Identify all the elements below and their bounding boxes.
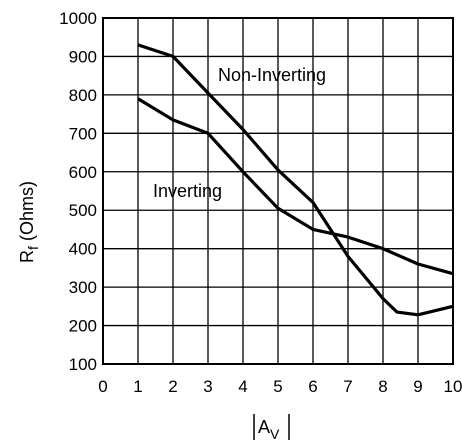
y-tick-labels: 100 200 300 400 500 600 700 800 900 1000 (59, 9, 97, 374)
x-tick-labels: 0 1 2 3 4 5 6 7 8 9 10 (98, 377, 462, 396)
y-axis-label-main: R (17, 250, 37, 263)
series-layer (137, 43, 454, 317)
y-tick-label: 800 (69, 86, 97, 105)
x-tick-label: 8 (378, 377, 387, 396)
series-label-inverting: Inverting (153, 181, 222, 201)
x-tick-label: 6 (308, 377, 317, 396)
series-label-non-inverting: Non-Inverting (218, 65, 326, 85)
x-axis-label: AV (253, 414, 290, 442)
y-tick-label: 100 (69, 355, 97, 374)
series-line-non-inverting (137, 43, 454, 317)
x-tick-label: 10 (444, 377, 462, 396)
x-tick-label: 1 (133, 377, 142, 396)
y-tick-label: 600 (69, 163, 97, 182)
x-axis-label-text: AV (258, 417, 280, 442)
y-tick-label: 300 (69, 278, 97, 297)
x-tick-label: 4 (238, 377, 247, 396)
series-line-inverting (137, 97, 454, 276)
x-tick-label: 5 (273, 377, 282, 396)
x-tick-label: 3 (203, 377, 212, 396)
y-axis-label: Rf (Ohms) (17, 181, 41, 263)
y-tick-label: 500 (69, 201, 97, 220)
y-axis-label-rest: (Ohms) (17, 181, 37, 246)
y-tick-label: 900 (69, 47, 97, 66)
x-tick-label: 0 (98, 377, 107, 396)
y-axis-label-sub: f (25, 246, 41, 250)
x-tick-label: 2 (168, 377, 177, 396)
x-tick-label: 7 (343, 377, 352, 396)
y-tick-label: 700 (69, 124, 97, 143)
plot-frame (102, 17, 454, 365)
x-axis-label-sub: V (270, 426, 280, 442)
x-axis-label-main: A (258, 417, 270, 437)
y-tick-label: 400 (69, 240, 97, 259)
x-tick-label: 9 (413, 377, 422, 396)
y-tick-label: 1000 (59, 9, 97, 28)
y-tick-label: 200 (69, 317, 97, 336)
